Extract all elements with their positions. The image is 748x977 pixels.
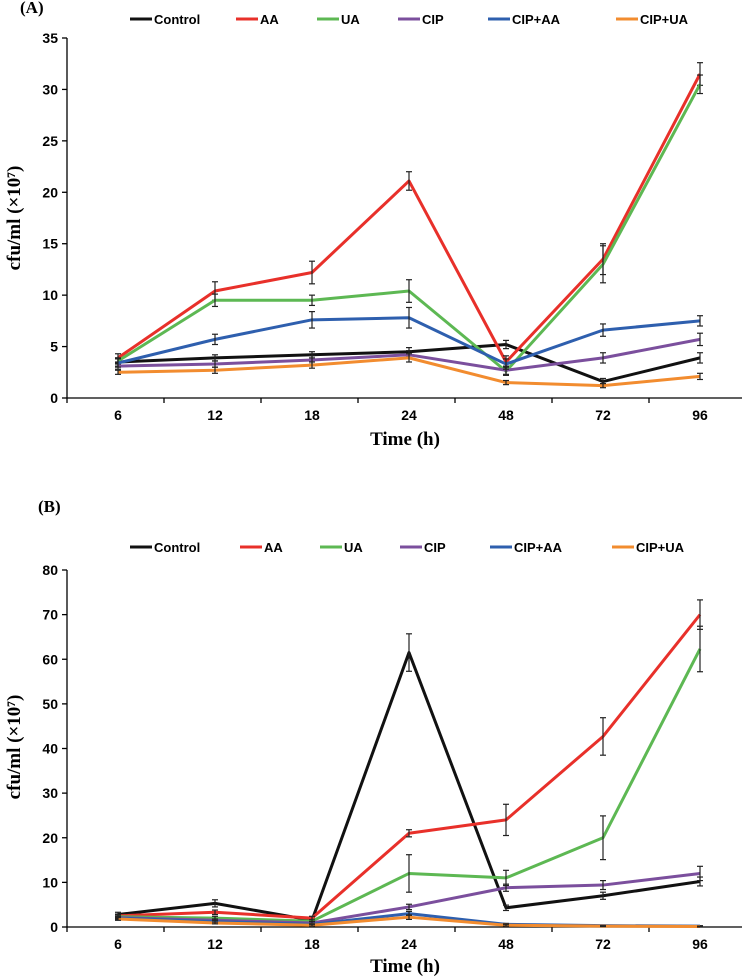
y-tick-label: 60: [42, 651, 58, 667]
y-tick-label: 30: [42, 81, 58, 97]
x-tick-label: 24: [401, 407, 417, 423]
legend-label: AA: [260, 12, 279, 27]
legend-label: Control: [154, 12, 200, 27]
legend-label: CIP+UA: [640, 12, 689, 27]
y-tick-label: 80: [42, 562, 58, 578]
x-tick-label: 48: [498, 407, 514, 423]
y-tick-label: 10: [42, 287, 58, 303]
series-cip-plus-aa: [115, 306, 703, 370]
y-tick-label: 0: [50, 390, 58, 406]
y-tick-label: 35: [42, 30, 58, 46]
series-ua: [115, 74, 703, 376]
x-tick-label: 24: [401, 936, 417, 952]
y-tick-label: 0: [50, 919, 58, 935]
x-tick-label: 12: [207, 936, 223, 952]
legend-label: CIP: [422, 12, 444, 27]
x-tick-label: 18: [304, 407, 320, 423]
x-tick-label: 12: [207, 407, 223, 423]
x-tick-label: 72: [595, 407, 611, 423]
x-tick-label: 6: [114, 407, 122, 423]
x-axis-label: Time (h): [370, 429, 440, 450]
x-axis-label: Time (h): [370, 956, 440, 977]
x-tick-label: 96: [692, 936, 708, 952]
chart-panel-a: (A) Control AA UA CIP CIP+AA CIP+UA 0 5 10 15 20 25 3…: [4, 0, 742, 450]
legend-label: CIP+AA: [514, 540, 563, 555]
y-tick-label: 25: [42, 133, 58, 149]
legend-label: CIP: [424, 540, 446, 555]
y-tick-label: 5: [50, 339, 58, 355]
legend-label: UA: [344, 540, 363, 555]
series-cip-plus-ua: [115, 353, 703, 389]
x-tick-label: 18: [304, 936, 320, 952]
y-tick-label: 20: [42, 184, 58, 200]
x-tick-label: 72: [595, 936, 611, 952]
y-tick-label: 20: [42, 830, 58, 846]
panel-label: (B): [38, 497, 61, 516]
panel-label: (A): [20, 0, 44, 17]
y-axis-label: cfu/ml (×10⁷): [4, 166, 25, 271]
series-cip-plus-ua: [115, 914, 703, 929]
chart-panel-b: (B) Control AA UA CIP CIP+AA CIP+UA 0 10 20 30 40 50…: [4, 497, 742, 977]
y-tick-label: 30: [42, 785, 58, 801]
y-axis-label: cfu/ml (×10⁷): [4, 695, 25, 800]
legend-label: CIP+UA: [636, 540, 685, 555]
legend-label: AA: [264, 540, 283, 555]
y-tick-label: 10: [42, 874, 58, 890]
y-tick-label: 40: [42, 741, 58, 757]
legend-label: Control: [154, 540, 200, 555]
legend-label: CIP+AA: [512, 12, 561, 27]
x-tick-label: 48: [498, 936, 514, 952]
y-tick-label: 50: [42, 696, 58, 712]
x-tick-label: 6: [114, 936, 122, 952]
y-tick-label: 70: [42, 607, 58, 623]
legend-label: UA: [341, 12, 360, 27]
y-tick-label: 15: [42, 236, 58, 252]
x-tick-label: 96: [692, 407, 708, 423]
